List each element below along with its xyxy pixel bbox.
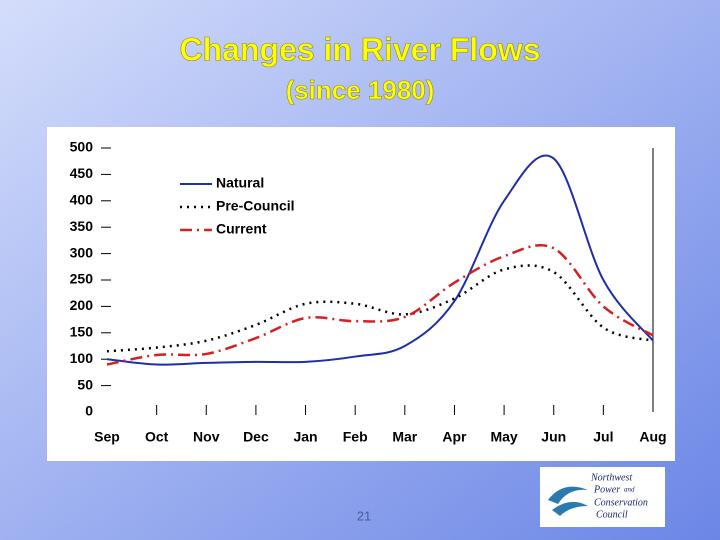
logo-text: Northwest [590, 472, 632, 483]
page-number: 21 [357, 508, 371, 523]
logo-text: and [624, 486, 635, 494]
y-tick-label: 300 [70, 244, 94, 260]
logo: Northwest Power and Conservation Council [540, 467, 665, 527]
logo-icon [548, 486, 588, 516]
slide-title: Changes in River Flows [180, 31, 541, 67]
x-tick-label: May [490, 429, 517, 445]
x-tick-label: Mar [392, 429, 417, 445]
y-tick-label: 500 [70, 139, 94, 155]
x-tick-label: Dec [243, 429, 269, 445]
x-tick-label: Jul [593, 429, 613, 445]
y-tick-label: 400 [70, 192, 94, 208]
slide-subtitle: (since 1980) [286, 75, 435, 105]
logo-text: Council [596, 509, 628, 520]
y-tick-label: 150 [70, 324, 94, 340]
logo-text: Conservation [594, 497, 648, 508]
x-tick-label: Nov [193, 429, 220, 445]
legend-label: Current [216, 221, 267, 237]
y-tick-label: 0 [85, 403, 93, 419]
y-tick-label: 200 [70, 297, 94, 313]
x-tick-label: Oct [145, 429, 169, 445]
legend-label: Natural [216, 175, 264, 191]
x-tick-label: Aug [639, 429, 666, 445]
x-tick-label: Sep [94, 429, 120, 445]
x-tick-label: Jun [541, 429, 566, 445]
logo-text: Power [593, 484, 620, 495]
series-line [106, 154, 654, 366]
x-tick-label: Jan [293, 429, 317, 445]
x-tick-label: Feb [343, 429, 368, 445]
y-tick-label: 450 [70, 165, 94, 181]
legend-label: Pre-Council [216, 198, 295, 214]
x-tick-label: Apr [442, 429, 467, 445]
series-line [106, 243, 654, 366]
y-tick-label: 350 [70, 218, 94, 234]
chart-area [47, 127, 675, 461]
y-tick-label: 50 [77, 376, 93, 392]
y-tick-label: 100 [70, 350, 94, 366]
y-tick-label: 250 [70, 271, 94, 287]
